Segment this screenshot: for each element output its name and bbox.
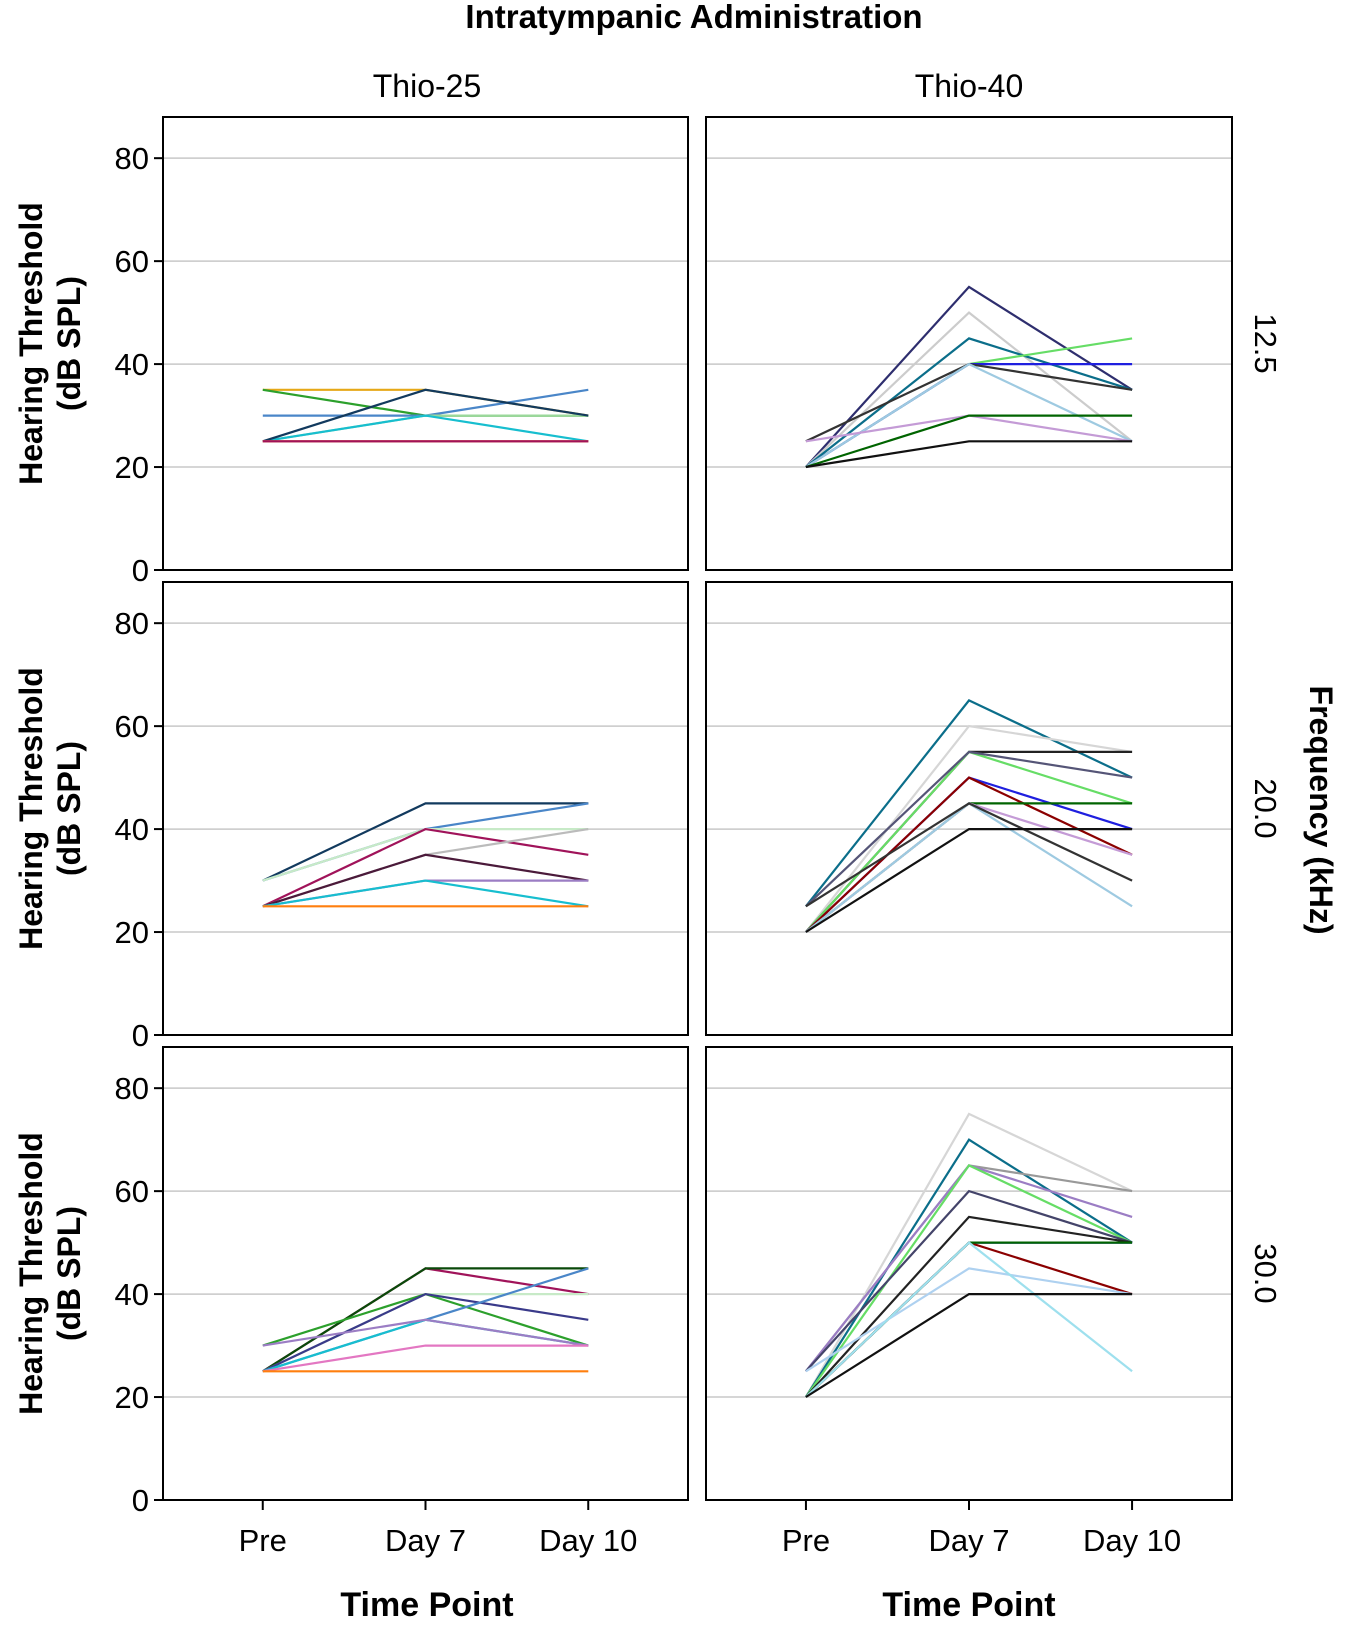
y-tick-label: 0 — [132, 1483, 149, 1518]
panel-thio-25-12-5: 0 20 40 60 80 — [115, 116, 689, 588]
y-axis-label: Hearing Threshold — [13, 1132, 49, 1415]
series-line — [262, 388, 589, 443]
frequency-label: 12.5 — [1248, 313, 1283, 373]
y-tick-label: 60 — [115, 1174, 149, 1209]
y-axis-label: Hearing Threshold — [13, 667, 49, 950]
series-line — [805, 802, 1133, 933]
series-line — [805, 440, 1133, 469]
y-tick-label: 40 — [115, 347, 149, 382]
y-tick-label: 80 — [115, 606, 149, 641]
y-tick-label: 20 — [115, 1380, 149, 1415]
column-title-thio-25: Thio-25 — [373, 68, 482, 104]
panel-frame — [162, 1046, 689, 1501]
x-axis-label-left: Time Point — [340, 1586, 513, 1624]
chart-title: Intratympanic Administration — [465, 0, 922, 35]
row-facet-title: Frequency (kHz) — [1303, 686, 1339, 935]
frequency-label: 30.0 — [1248, 1243, 1283, 1303]
column-title-thio-40: Thio-40 — [915, 68, 1024, 104]
series-line — [805, 750, 1133, 908]
panel-thio-40-20-0: 20.0 — [705, 581, 1283, 1036]
x-tick-label: Day 10 — [539, 1523, 637, 1558]
x-axis-label-right: Time Point — [882, 1586, 1055, 1624]
series-line — [262, 853, 589, 908]
series-line — [805, 802, 1133, 933]
x-tick-label: Pre — [782, 1523, 830, 1558]
series-line — [805, 285, 1133, 468]
series-line — [262, 879, 589, 908]
y-tick-label: 80 — [115, 141, 149, 176]
x-tick-label: Day 7 — [385, 1523, 466, 1558]
series-line — [805, 802, 1133, 933]
panel-thio-40-12-5: 12.5 — [705, 116, 1283, 571]
frequency-label: 20.0 — [1248, 778, 1283, 838]
y-tick-label: 60 — [115, 709, 149, 744]
series-line — [805, 1189, 1133, 1373]
y-tick-label: 20 — [115, 915, 149, 950]
y-tick-label: 40 — [115, 1277, 149, 1312]
x-tick-label: Day 7 — [929, 1523, 1010, 1558]
y-axis-label: (dB SPL) — [51, 276, 87, 411]
series-line — [805, 414, 1133, 469]
y-tick-label: 0 — [132, 553, 149, 588]
series-line — [805, 337, 1133, 468]
series-line — [805, 802, 1133, 908]
y-tick-label: 80 — [115, 1071, 149, 1106]
x-tick-label: Day 10 — [1083, 1523, 1181, 1558]
series-line — [805, 1164, 1133, 1398]
panel-frame — [162, 116, 689, 571]
y-tick-label: 40 — [115, 812, 149, 847]
y-axis-label: (dB SPL) — [51, 741, 87, 876]
series-line — [262, 827, 589, 908]
series-line — [262, 828, 589, 908]
y-tick-label: 60 — [115, 244, 149, 279]
series-line — [262, 879, 589, 908]
panel-thio-25-20-0: 0 20 40 60 80 — [115, 581, 689, 1053]
y-tick-label: 0 — [132, 1018, 149, 1053]
series-line — [262, 802, 589, 882]
series-line — [805, 776, 1133, 933]
series-line — [805, 1241, 1133, 1398]
series-line — [262, 388, 589, 417]
series-line — [262, 414, 589, 443]
panel-thio-25-30-0: 0 20 40 60 80 Pre Day 7 Day 10 — [115, 1046, 689, 1558]
series-line — [262, 414, 589, 443]
series-line — [805, 776, 1133, 933]
x-tick-label: Pre — [239, 1523, 287, 1558]
series-line — [262, 1318, 589, 1347]
series-line — [805, 1292, 1133, 1398]
series-line — [805, 311, 1133, 468]
series-line — [262, 802, 589, 882]
series-line — [262, 1344, 589, 1373]
panel-frame — [705, 581, 1233, 1036]
series-line — [262, 1292, 589, 1373]
series-line — [262, 1292, 589, 1373]
y-axis-label: Hearing Threshold — [13, 202, 49, 485]
y-tick-label: 20 — [115, 450, 149, 485]
series-line — [262, 388, 589, 417]
series-line — [805, 827, 1133, 933]
panel-thio-40-30-0: 30.0 Pre Day 7 Day 10 — [705, 1046, 1283, 1558]
series-line — [805, 1267, 1133, 1373]
series-line — [804, 1112, 1133, 1398]
series-line — [262, 388, 589, 417]
series-line — [805, 724, 1133, 933]
panel-frame — [705, 116, 1233, 571]
panels-layer: 0 20 40 60 80 12.5 0 20 40 60 80 20.0 0 20 40 60 80 Pre Da… — [13, 116, 1283, 1558]
panel-frame — [162, 581, 689, 1036]
y-axis-label: (dB SPL) — [51, 1206, 87, 1341]
